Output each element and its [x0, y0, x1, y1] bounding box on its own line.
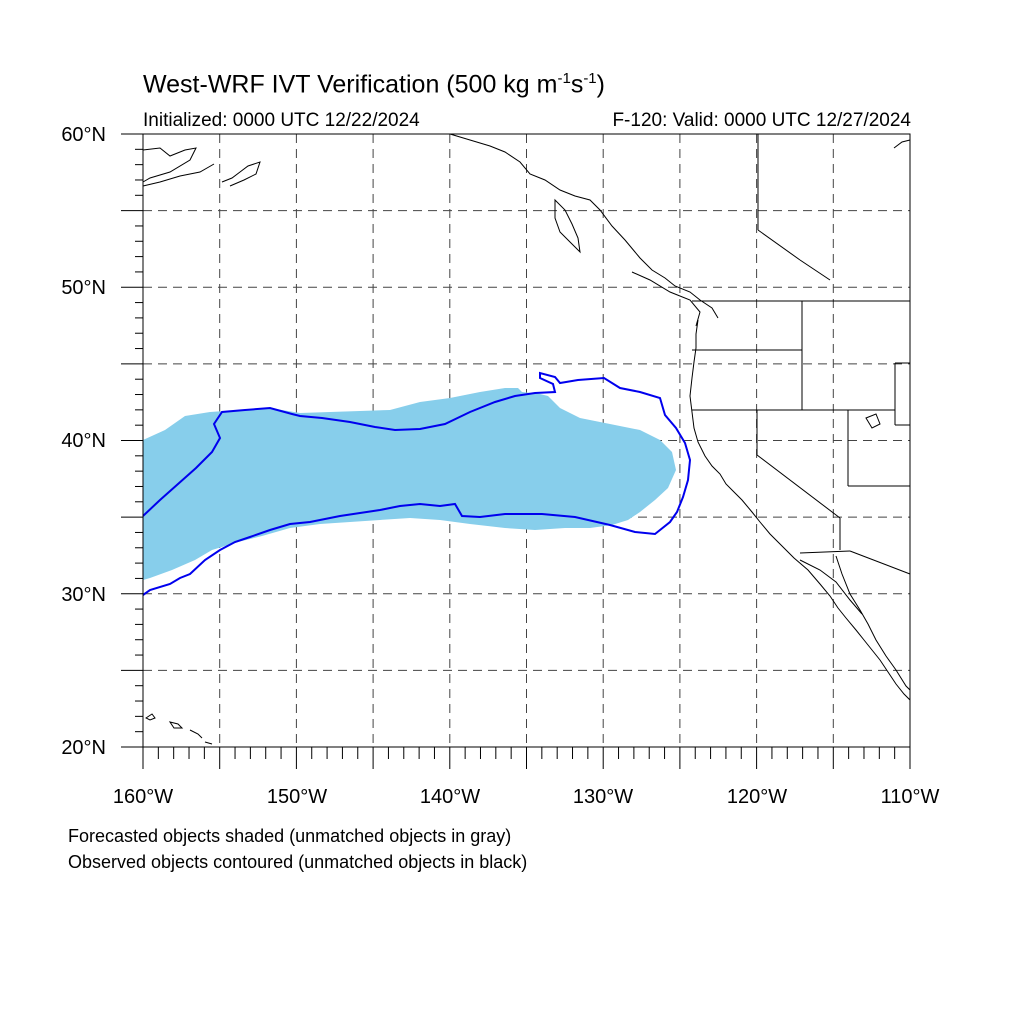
- forecast-note: Forecasted objects shaded (unmatched obj…: [68, 826, 512, 846]
- lat-label-50n: 50°N: [61, 277, 106, 299]
- map-title: West-WRF IVT Verification (500 kg m-1s-1…: [143, 70, 605, 99]
- lon-label-120w: 120°W: [726, 786, 788, 808]
- lat-label-40n: 40°N: [61, 430, 106, 452]
- axis-ticks: [121, 133, 911, 769]
- lat-label-30n: 30°N: [61, 584, 106, 606]
- initialized-time: Initialized: 0000 UTC 12/22/2024: [143, 110, 420, 131]
- lon-label-110w: 110°W: [880, 786, 940, 808]
- observed-note: Observed objects contoured (unmatched ob…: [68, 852, 528, 872]
- lon-label-140w: 140°W: [419, 786, 481, 808]
- lon-label-130w: 130°W: [572, 786, 634, 808]
- forecast-ivt-object: [143, 388, 676, 580]
- observed-ivt-contour: [142, 371, 692, 596]
- valid-time: F-120: Valid: 0000 UTC 12/27/2024: [612, 110, 911, 131]
- lon-label-150w: 150°W: [266, 786, 328, 808]
- lat-label-20n: 20°N: [61, 737, 106, 759]
- lat-label-60n: 60°N: [61, 124, 106, 146]
- coastlines: [142, 133, 911, 745]
- political-borders: [692, 134, 911, 575]
- lon-label-160w: 160°W: [112, 786, 174, 808]
